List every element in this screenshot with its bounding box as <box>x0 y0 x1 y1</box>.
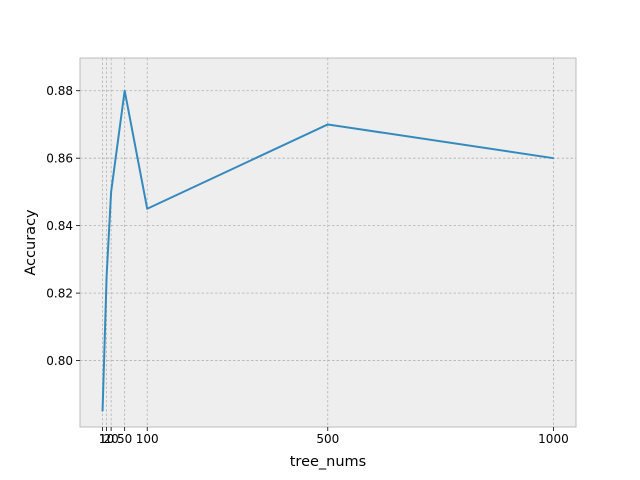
data-point <box>146 208 148 210</box>
y-tick-label: 0.84 <box>46 219 73 233</box>
x-axis-label: tree_nums <box>290 454 366 470</box>
data-point <box>110 191 112 193</box>
x-tick-label: 100 <box>136 432 159 446</box>
x-tick-label: 50 <box>117 432 132 446</box>
x-tick-label: 10 <box>99 432 114 446</box>
y-axis-label: Accuracy <box>23 209 39 276</box>
x-tick-label: 500 <box>316 432 339 446</box>
y-tick-label: 0.88 <box>46 84 73 98</box>
y-tick-label: 0.86 <box>46 152 73 166</box>
x-tick-label: 1 <box>99 432 107 446</box>
data-point <box>327 123 329 126</box>
y-tick-label: 0.82 <box>46 287 73 301</box>
x-tick-label: 1000 <box>538 432 569 446</box>
data-point <box>124 90 126 92</box>
y-tick-label: 0.80 <box>46 354 73 368</box>
data-point <box>106 275 108 277</box>
data-point <box>101 410 104 412</box>
series-group <box>101 89 555 412</box>
data-point <box>552 157 555 159</box>
x-tick-label: 20 <box>103 432 118 446</box>
grid-lines <box>80 58 576 427</box>
